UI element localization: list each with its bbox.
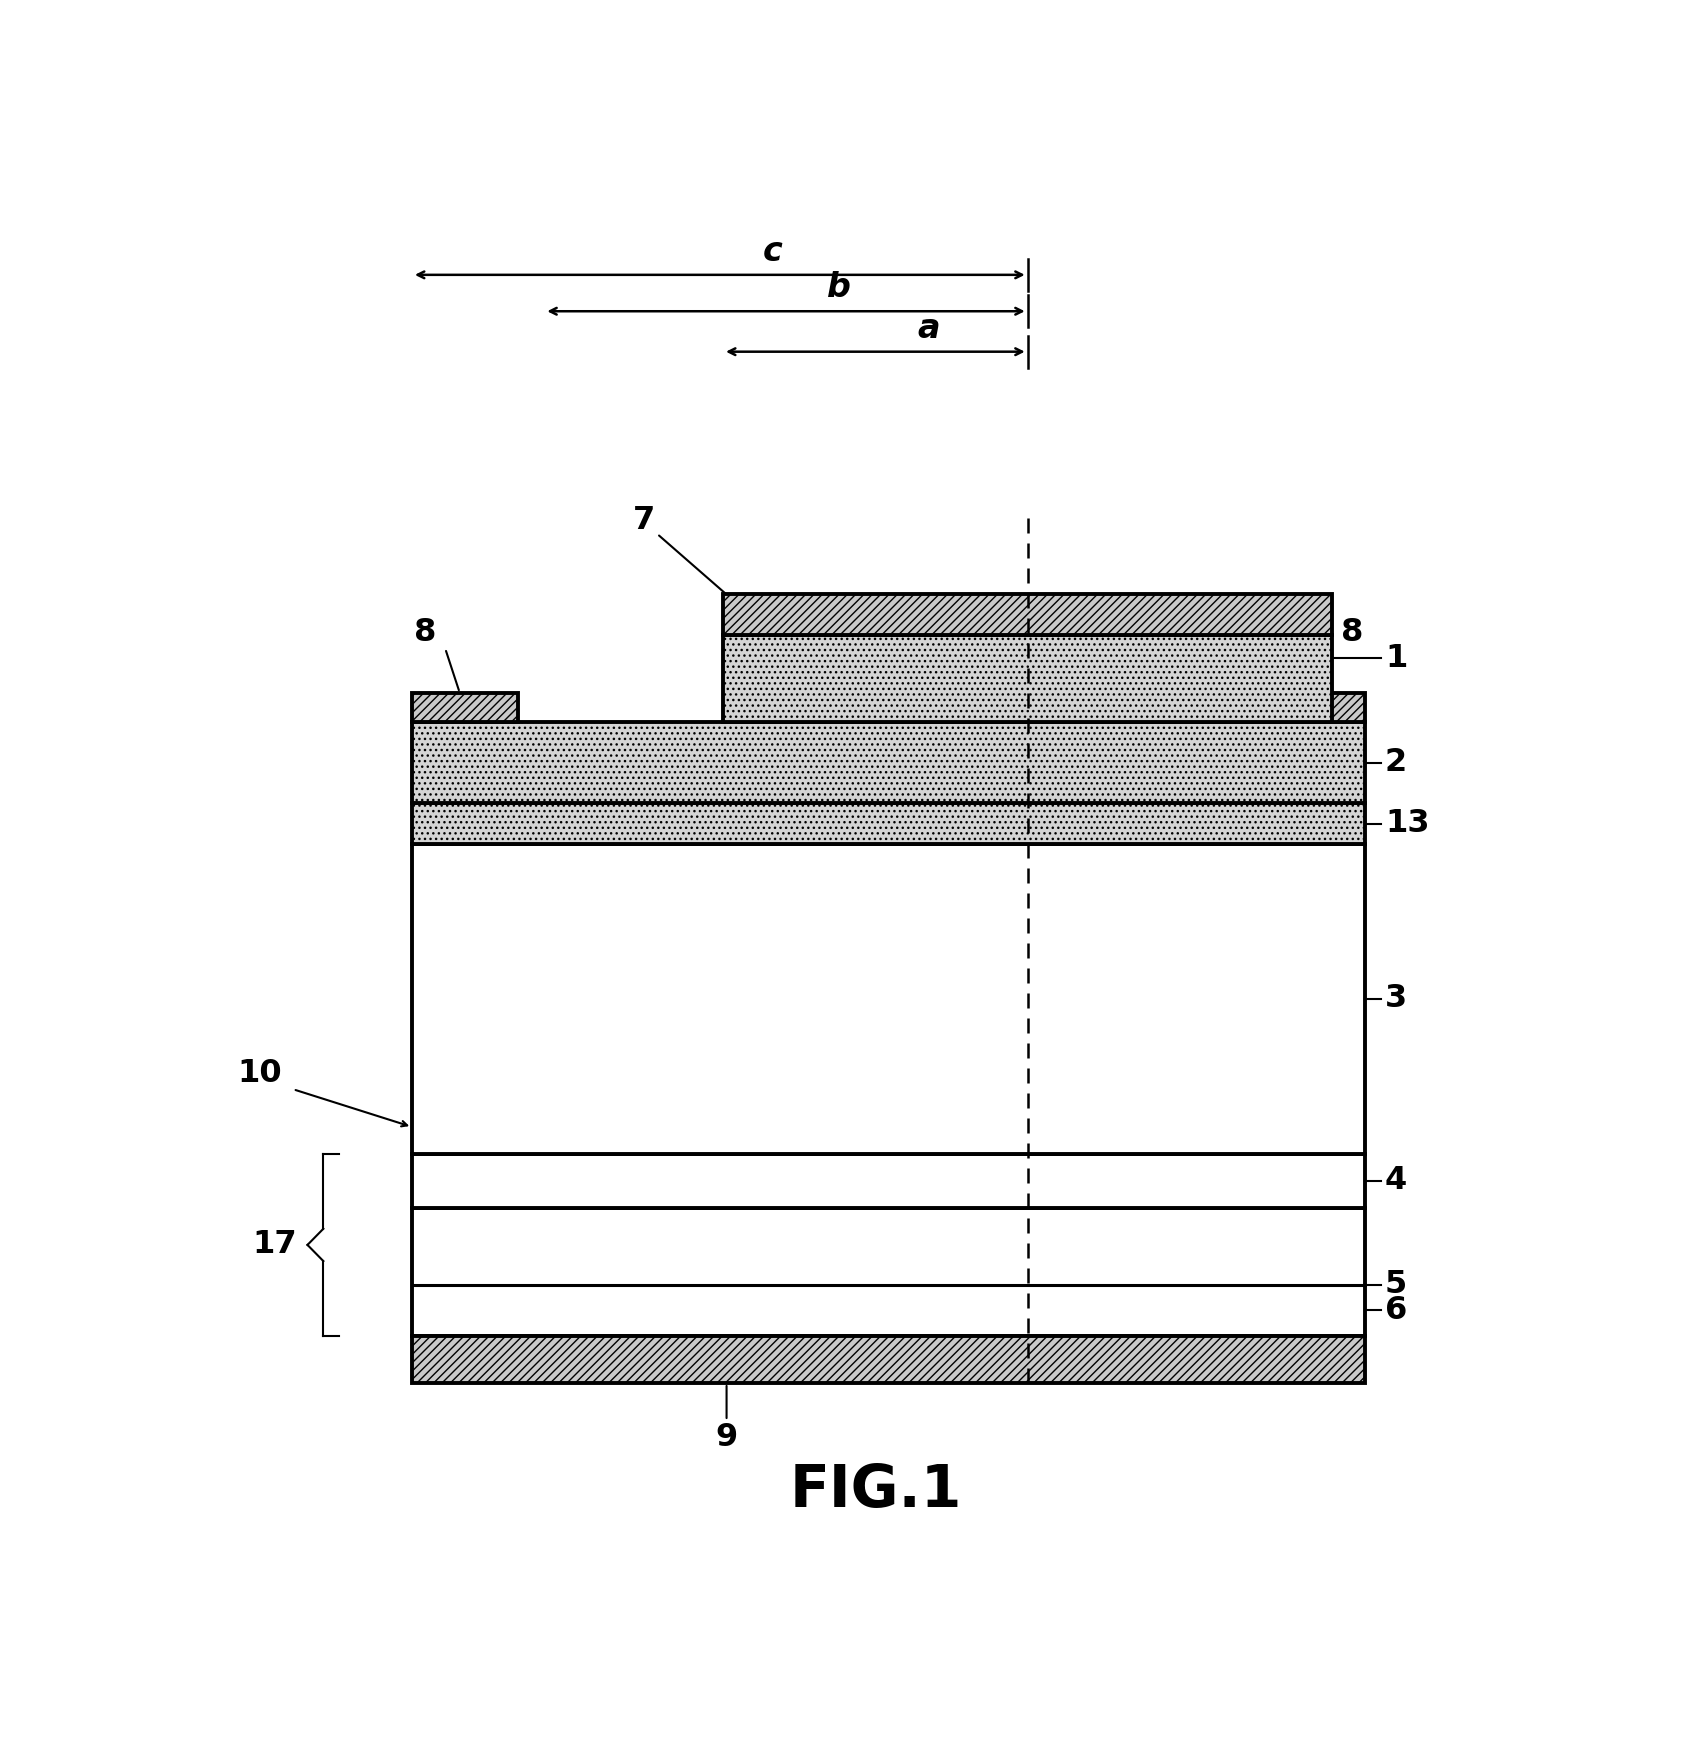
- Bar: [411, 693, 517, 723]
- Bar: [411, 804, 1364, 844]
- Text: 17: 17: [253, 1229, 297, 1261]
- Text: b: b: [826, 271, 850, 305]
- Text: 8: 8: [1340, 616, 1362, 648]
- Text: c: c: [763, 235, 782, 268]
- Text: 9: 9: [715, 1422, 737, 1453]
- Bar: [411, 1154, 1364, 1208]
- Text: 10: 10: [237, 1058, 282, 1089]
- Bar: [411, 1336, 1364, 1383]
- Text: 1: 1: [1384, 643, 1407, 674]
- Text: a: a: [917, 312, 939, 345]
- Text: 7: 7: [632, 504, 654, 536]
- Text: 6: 6: [1384, 1294, 1407, 1326]
- Bar: [722, 636, 1331, 723]
- Text: 3: 3: [1384, 984, 1407, 1014]
- Text: 13: 13: [1384, 807, 1429, 839]
- Bar: [411, 723, 1364, 804]
- Bar: [1258, 693, 1364, 723]
- Bar: [411, 844, 1364, 1154]
- Text: 4: 4: [1384, 1166, 1407, 1196]
- Bar: [722, 594, 1331, 636]
- Text: 5: 5: [1384, 1269, 1407, 1301]
- Text: 8: 8: [413, 616, 437, 648]
- Text: 2: 2: [1384, 748, 1407, 779]
- Bar: [411, 1208, 1364, 1336]
- Text: FIG.1: FIG.1: [789, 1462, 961, 1520]
